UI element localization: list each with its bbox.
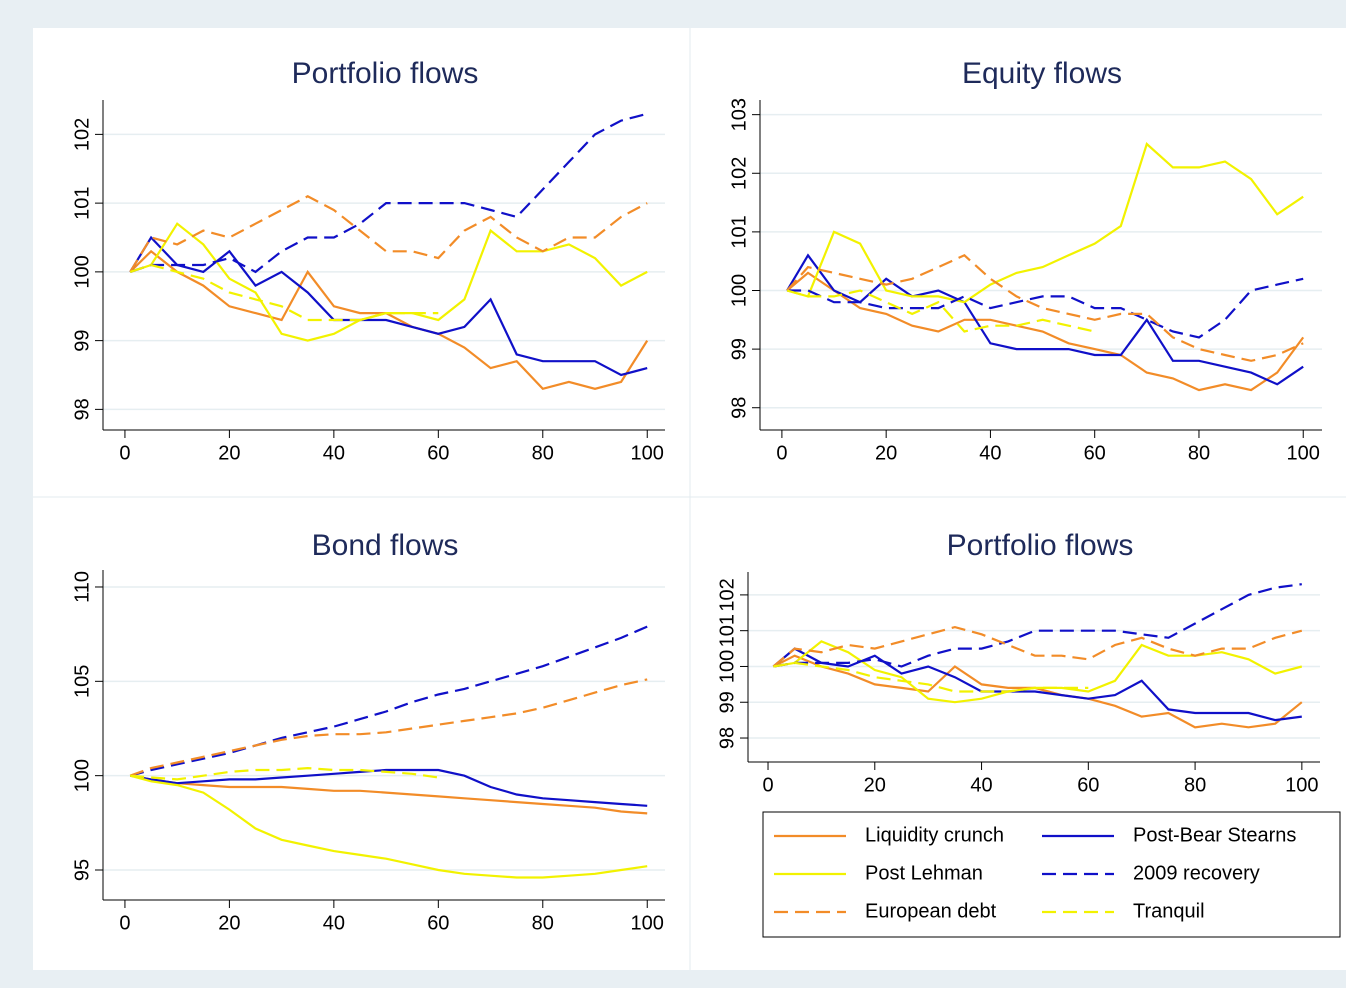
y-tick-label: 102	[71, 118, 93, 151]
x-tick-label: 60	[427, 442, 449, 464]
series-line	[773, 661, 1089, 693]
series-line	[130, 768, 648, 807]
x-tick-label: 80	[532, 912, 554, 934]
x-tick-label: 40	[323, 912, 345, 934]
x-tick-label: 20	[218, 912, 240, 934]
y-tick-label: 99	[716, 691, 738, 713]
chart-title: Portfolio flows	[292, 57, 479, 90]
series-line	[787, 277, 1304, 339]
y-tick-label: 98	[716, 727, 738, 749]
chart-title: Portfolio flows	[947, 529, 1134, 562]
x-tick-label: 0	[762, 774, 773, 796]
x-tick-label: 20	[864, 774, 886, 796]
y-tick-label: 103	[728, 98, 750, 131]
legend-label: Liquidity crunch	[865, 824, 1004, 846]
series-line	[772, 647, 1302, 722]
series-line	[786, 271, 1305, 392]
x-tick-label: 20	[218, 442, 240, 464]
chart-title: Bond flows	[312, 529, 459, 562]
series-line	[130, 774, 648, 815]
y-tick-label: 105	[71, 665, 93, 698]
legend-label: Post-Bear Stearns	[1133, 824, 1296, 846]
x-tick-label: 40	[970, 774, 992, 796]
x-tick-label: 0	[119, 912, 130, 934]
legend-label: Tranquil	[1133, 900, 1205, 922]
x-tick-label: 100	[1285, 774, 1318, 796]
x-tick-label: 80	[1188, 442, 1210, 464]
series-line	[129, 112, 648, 274]
series-line	[772, 625, 1303, 668]
series-line	[129, 235, 648, 377]
series-line	[130, 766, 439, 781]
series-line	[129, 774, 648, 879]
series-line	[129, 678, 648, 777]
series-line	[129, 625, 648, 777]
y-tick-label: 98	[71, 398, 93, 420]
x-tick-label: 20	[875, 442, 897, 464]
series-line	[129, 263, 439, 322]
y-tick-label: 99	[728, 338, 750, 360]
y-tick-label: 100	[716, 650, 738, 683]
series-line	[773, 583, 1302, 668]
x-tick-label: 40	[979, 442, 1001, 464]
x-tick-label: 100	[631, 912, 664, 934]
series-line	[129, 222, 648, 342]
y-tick-label: 101	[716, 614, 738, 647]
y-tick-label: 95	[71, 859, 93, 881]
series-line	[129, 195, 648, 273]
y-tick-label: 100	[71, 759, 93, 792]
y-tick-label: 102	[716, 578, 738, 611]
x-tick-label: 80	[532, 442, 554, 464]
chart-title: Equity flows	[962, 57, 1122, 90]
x-tick-label: 100	[631, 442, 664, 464]
x-tick-label: 60	[1084, 442, 1106, 464]
legend-label: 2009 recovery	[1133, 862, 1260, 884]
y-tick-label: 100	[728, 274, 750, 307]
y-tick-label: 98	[728, 397, 750, 419]
x-tick-label: 100	[1287, 442, 1320, 464]
x-tick-label: 0	[776, 442, 787, 464]
x-tick-label: 80	[1184, 774, 1206, 796]
x-tick-label: 60	[1077, 774, 1099, 796]
legend-label: European debt	[865, 900, 997, 922]
series-line	[786, 289, 1095, 333]
y-tick-label: 101	[728, 215, 750, 248]
y-tick-label: 110	[71, 571, 93, 603]
y-tick-label: 100	[71, 255, 93, 288]
y-tick-label: 102	[728, 157, 750, 190]
series-line	[786, 142, 1304, 304]
series-line	[786, 254, 1304, 362]
x-tick-label: 0	[119, 442, 130, 464]
x-tick-label: 40	[323, 442, 345, 464]
x-tick-label: 60	[427, 912, 449, 934]
y-tick-label: 99	[71, 330, 93, 352]
y-tick-label: 101	[71, 186, 93, 219]
legend-label: Post Lehman	[865, 862, 983, 884]
